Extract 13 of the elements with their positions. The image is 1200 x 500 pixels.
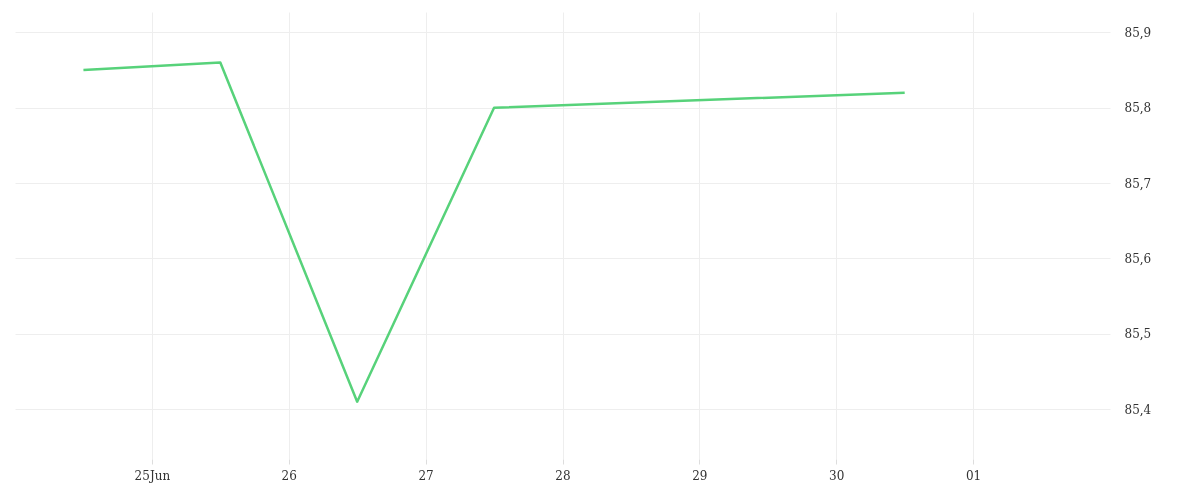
x-tick-label: 01 [965,468,982,483]
x-tick-label: 25Jun [134,468,171,483]
y-tick-label: 85,5 [1124,327,1152,342]
y-tick-label: 85,9 [1124,25,1152,40]
y-tick-label: 85,6 [1124,251,1152,266]
x-tick-label: 30 [829,468,845,483]
y-tick-label: 85,8 [1124,101,1152,116]
x-tick-label: 26 [281,468,297,483]
x-tick-label: 27 [418,468,434,483]
x-tick-label: 29 [692,468,708,483]
y-tick-label: 85,7 [1124,176,1152,191]
x-tick-label: 28 [555,468,571,483]
y-tick-label: 85,4 [1124,402,1152,417]
